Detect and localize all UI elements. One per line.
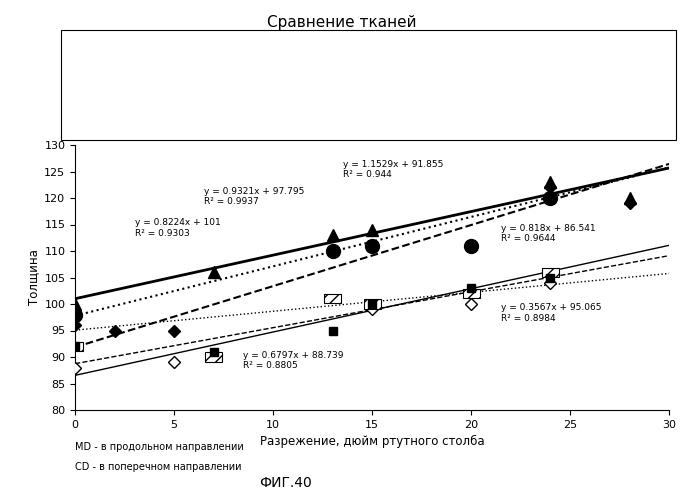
Text: y = 0.9321x + 97.795
R² = 0.9937: y = 0.9321x + 97.795 R² = 0.9937 xyxy=(204,186,304,206)
Bar xyxy=(364,300,380,308)
Text: CD - в поперечном направлении: CD - в поперечном направлении xyxy=(75,462,242,472)
Bar xyxy=(324,294,341,303)
X-axis label: Разрежение, дюйм ртутного столба: Разрежение, дюйм ртутного столба xyxy=(260,436,484,448)
Text: 44G MD 24 фунт: 44G MD 24 фунт xyxy=(86,48,161,56)
Text: 44M MD 24 фунт: 44M MD 24 фунт xyxy=(393,48,469,56)
Text: зависимость в
линеаризованной
форме: зависимость в линеаризованной форме xyxy=(572,52,643,80)
Bar xyxy=(542,268,559,276)
Text: (44G CD 24 фунт): (44G CD 24 фунт) xyxy=(572,90,642,98)
Text: MD - в продольном направлении: MD - в продольном направлении xyxy=(75,442,244,452)
Bar xyxy=(206,352,222,362)
Text: 44M MD 24 фунт: 44M MD 24 фунт xyxy=(547,48,622,56)
Text: Зависимость в
линеаризованной
форме: Зависимость в линеаризованной форме xyxy=(111,88,182,116)
Bar xyxy=(67,342,83,351)
Bar xyxy=(223,46,237,59)
Text: y = 0.3567x + 95.065
R² = 0.8984: y = 0.3567x + 95.065 R² = 0.8984 xyxy=(501,303,602,322)
Text: y = 0.6797x + 88.739
R² = 0.8805: y = 0.6797x + 88.739 R² = 0.8805 xyxy=(244,351,344,370)
Bar xyxy=(463,289,479,298)
Text: (36M MD 24 фунт): (36M MD 24 фунт) xyxy=(418,124,490,134)
Text: ФИГ.40: ФИГ.40 xyxy=(260,476,312,490)
Text: y = 0.8224x + 101
R² = 0.9303: y = 0.8224x + 101 R² = 0.9303 xyxy=(135,218,221,238)
Text: y = 0.818x + 86.541
R² = 0.9644: y = 0.818x + 86.541 R² = 0.9644 xyxy=(501,224,596,243)
Text: зависимость в
линеаризованной
форме: зависимость в линеаризованной форме xyxy=(264,88,336,116)
Text: зависимость в
линеаризованной
форме: зависимость в линеаризованной форме xyxy=(572,88,643,116)
Text: (36M CD 24 фунт): (36M CD 24 фунт) xyxy=(572,124,643,134)
Text: (44M CD 24 фунт): (44M CD 24 фунт) xyxy=(111,124,182,134)
Text: Зависимость в
линеаризованной
форме: Зависимость в линеаризованной форме xyxy=(418,88,490,116)
Text: (44G MD 24 фунт): (44G MD 24 фунт) xyxy=(418,90,490,98)
Text: (44M CD 24 фунт): (44M CD 24 фунт) xyxy=(264,124,335,134)
Y-axis label: Толщина: Толщина xyxy=(27,250,40,306)
Text: Сравнение тканей: Сравнение тканей xyxy=(267,15,416,30)
Text: 36M MD 24 фунт: 36M MD 24 фунт xyxy=(86,80,161,90)
Text: y = 1.1529x + 91.855
R² = 0.944: y = 1.1529x + 91.855 R² = 0.944 xyxy=(343,160,443,180)
Text: 44G CD 24 фунт: 44G CD 24 фунт xyxy=(240,48,313,56)
Text: Зависимость в
линеаризованной
форме: Зависимость в линеаризованной форме xyxy=(418,52,490,80)
Text: 36M CD 24 фунт: 36M CD 24 фунт xyxy=(240,80,313,90)
